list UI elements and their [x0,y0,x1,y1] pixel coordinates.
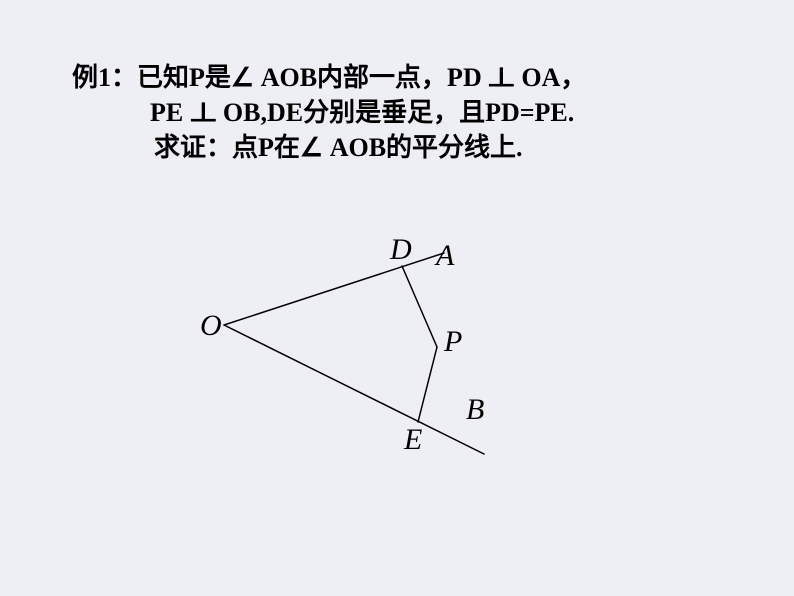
text-3a: 求证：点P在 [154,133,300,162]
label-D: D [390,233,412,267]
perp-symbol-2: ⊥ [188,95,217,130]
diagram-svg [194,225,594,505]
text-1b: AOB内部一点，PD [254,63,488,92]
label-B: B [466,393,484,427]
text-2a: PE [150,98,190,127]
angle-symbol-2: ∠ [300,130,323,165]
text-1a: 已知P是 [137,63,231,92]
angle-symbol-1: ∠ [231,60,254,95]
example-prefix: 例1： [72,63,137,92]
geometry-diagram: O D A P E B [194,225,594,505]
text-2b: OB,DE分别是垂足，且PD=PE. [216,98,574,127]
label-P: P [444,325,462,359]
problem-line-1: 例1：已知P是∠ AOB内部一点，PD ⊥ OA， [72,60,754,95]
problem-line-2: PE ⊥ OB,DE分别是垂足，且PD=PE. [72,95,754,130]
label-A: A [436,239,454,273]
perp-symbol-1: ⊥ [487,60,516,95]
text-1c: OA， [515,63,587,92]
label-E: E [404,423,422,457]
problem-line-3: 求证：点P在∠ AOB的平分线上. [72,130,754,165]
text-3b: AOB的平分线上. [323,133,522,162]
label-O: O [200,309,222,343]
problem-statement: 例1：已知P是∠ AOB内部一点，PD ⊥ OA， PE ⊥ OB,DE分别是垂… [72,60,754,165]
